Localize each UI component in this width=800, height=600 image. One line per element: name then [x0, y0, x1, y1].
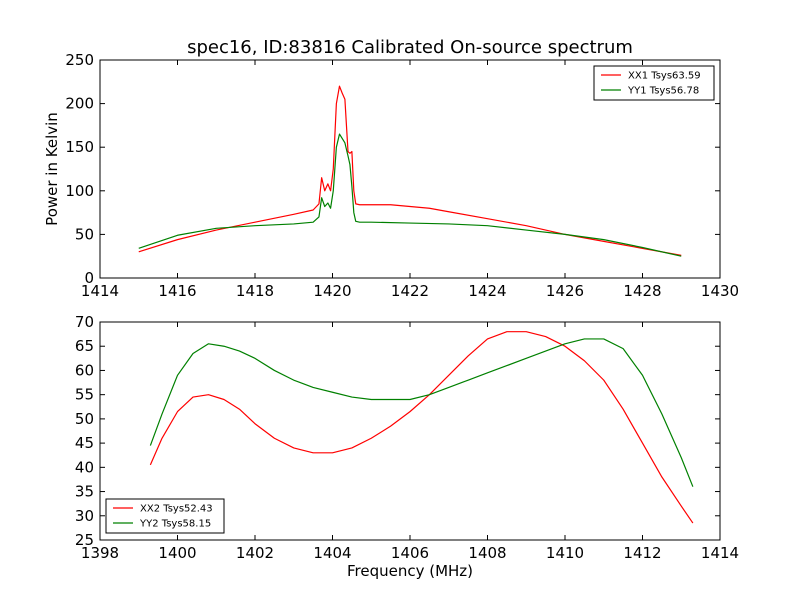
x-tick-label: 1404	[313, 544, 351, 562]
y-tick-label: 100	[65, 182, 94, 200]
y-tick-label: 70	[75, 313, 94, 331]
y-tick-label: 60	[75, 361, 94, 379]
series-line-2	[138, 133, 682, 257]
x-tick-label: 1406	[391, 544, 429, 562]
x-tick-label: 1420	[313, 282, 351, 300]
x-tick-label: 1402	[236, 544, 274, 562]
x-tick-label: 1428	[623, 282, 661, 300]
x-tick-label: 1416	[158, 282, 196, 300]
x-tick-label: 1430	[701, 282, 739, 300]
x-axis-label: Frequency (MHz)	[347, 562, 473, 580]
x-tick-label: 1426	[546, 282, 584, 300]
y-tick-label: 35	[75, 483, 94, 501]
x-tick-label: 1418	[236, 282, 274, 300]
legend-label: YY2 Tsys58.15	[139, 519, 211, 530]
y-tick-label: 150	[65, 138, 94, 156]
y-tick-label: 0	[84, 269, 94, 287]
y-tick-label: 40	[75, 458, 94, 476]
y-tick-label: 50	[75, 225, 94, 243]
y-tick-label: 25	[75, 531, 94, 549]
series-line-1	[149, 331, 694, 524]
legend-box	[593, 65, 715, 101]
x-tick-label: 1408	[468, 544, 506, 562]
bottom-spectrum-chart: 1398 1400 1402 1404 1406 1408 1410 1412 1414 25 30…	[75, 313, 739, 580]
x-tick-label: 1414	[701, 544, 739, 562]
y-tick-label: 250	[65, 51, 94, 69]
y-tick-label: 45	[75, 434, 94, 452]
legend-label: XX1 Tsys63.59	[628, 71, 701, 82]
x-tick-label: 1414	[81, 282, 119, 300]
legend: XX2 Tsys52.43 YY2 Tsys58.15	[105, 498, 225, 534]
y-tick-label: 55	[75, 386, 94, 404]
x-tick-label: 1412	[623, 544, 661, 562]
x-tick-label: 1400	[158, 544, 196, 562]
y-tick-label: 50	[75, 410, 94, 428]
x-tick-label: 1424	[468, 282, 506, 300]
legend-label: XX2 Tsys52.43	[140, 504, 213, 515]
top-spectrum-chart: 1414 1416 1418 1420 1422 1424 1426 1428 1430 0 50 1…	[43, 51, 739, 300]
legend: XX1 Tsys63.59 YY1 Tsys56.78	[593, 65, 715, 101]
x-tick-label: 1422	[391, 282, 429, 300]
y-axis-label: Power in Kelvin	[43, 112, 61, 226]
y-tick-label: 30	[75, 507, 94, 525]
chart-title: spec16, ID:83816 Calibrated On-source sp…	[187, 37, 633, 58]
series-line-2	[149, 338, 694, 487]
series-line-1	[138, 85, 682, 256]
legend-box	[105, 498, 225, 534]
y-tick-label: 200	[65, 95, 94, 113]
y-tick-label: 65	[75, 337, 94, 355]
legend-label: YY1 Tsys56.78	[627, 86, 699, 97]
x-tick-label: 1410	[546, 544, 584, 562]
x-tick-label: 1398	[81, 544, 119, 562]
